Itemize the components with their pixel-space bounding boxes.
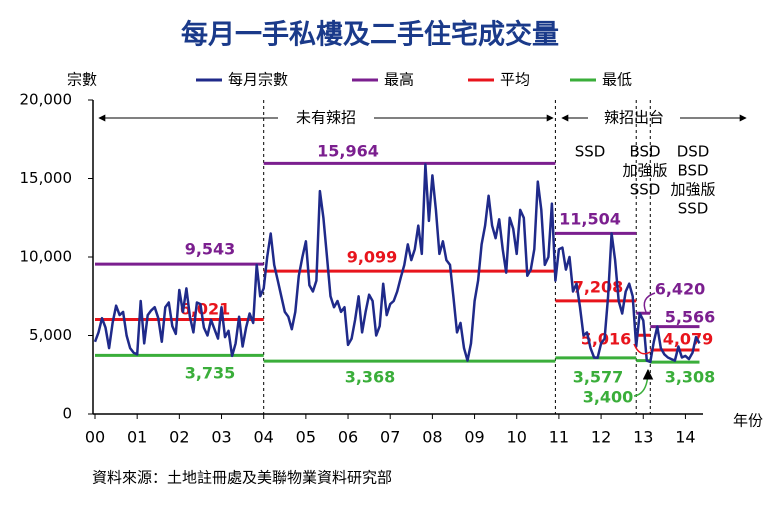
pointer xyxy=(633,343,651,355)
label-bg xyxy=(588,108,680,128)
level-label: 3,400 xyxy=(583,388,634,407)
measure-label: BSD xyxy=(677,162,708,180)
x-tick-label: 08 xyxy=(422,428,442,447)
x-axis-label: 年份 xyxy=(733,412,763,430)
measure-label: 加強版 xyxy=(622,162,667,180)
y-axis-label: 宗數 xyxy=(67,71,97,89)
legend-label: 平均 xyxy=(500,71,530,89)
level-label: 5,566 xyxy=(665,308,716,327)
pointer xyxy=(643,292,656,313)
pointer xyxy=(633,368,654,397)
level-label: 5,016 xyxy=(581,330,632,349)
level-label: 3,368 xyxy=(345,368,396,387)
x-tick-label: 05 xyxy=(296,428,316,447)
y-tick-label: 15,000 xyxy=(20,169,73,187)
period-label: 辣招出台 xyxy=(604,109,664,127)
level-label: 3,308 xyxy=(665,368,716,387)
measure-label: SSD xyxy=(575,143,606,161)
measure-label: SSD xyxy=(678,200,709,218)
y-tick-label: 20,000 xyxy=(20,91,73,109)
legend-label: 最低 xyxy=(602,71,632,89)
level-label: 7,208 xyxy=(573,278,624,297)
chart-title: 每月一手私樓及二手住宅成交量 xyxy=(181,19,559,51)
y-tick-label: 0 xyxy=(62,405,72,423)
level-label: 15,964 xyxy=(317,142,379,161)
x-tick-label: 14 xyxy=(675,428,695,447)
x-tick-label: 04 xyxy=(254,428,274,447)
level-label: 6,420 xyxy=(655,280,706,299)
x-tick-label: 11 xyxy=(549,428,569,447)
legend-label: 每月宗數 xyxy=(228,71,288,89)
x-tick-label: 03 xyxy=(211,428,231,447)
x-tick-label: 09 xyxy=(464,428,484,447)
label-bg xyxy=(278,108,374,128)
level-label: 6,021 xyxy=(180,300,231,319)
level-label: 11,504 xyxy=(559,210,621,229)
x-tick-label: 02 xyxy=(169,428,189,447)
data-line xyxy=(93,163,701,364)
level-label: 9,543 xyxy=(185,240,236,259)
x-tick-label: 07 xyxy=(380,428,400,447)
level-label: 4,079 xyxy=(663,330,714,349)
source: 資料來源：土地註冊處及美聯物業資料研究部 xyxy=(92,469,392,487)
period-label: 未有辣招 xyxy=(296,109,356,127)
level-label: 3,577 xyxy=(573,368,624,387)
measure-label: SSD xyxy=(630,181,661,199)
y-tick-label: 5,000 xyxy=(29,326,72,344)
level-label: 3,735 xyxy=(185,364,236,383)
measure-label: DSD xyxy=(677,143,710,161)
x-tick-label: 12 xyxy=(591,428,611,447)
x-tick-label: 00 xyxy=(85,428,105,447)
measure-label: BSD xyxy=(629,143,660,161)
x-tick-label: 01 xyxy=(127,428,147,447)
measure-label: 加強版 xyxy=(670,181,715,199)
legend-label: 最高 xyxy=(384,71,414,89)
x-tick-label: 13 xyxy=(633,428,653,447)
x-tick-label: 06 xyxy=(338,428,358,447)
y-tick-label: 10,000 xyxy=(20,248,73,266)
x-tick-label: 10 xyxy=(507,428,527,447)
level-label: 9,099 xyxy=(347,248,398,267)
